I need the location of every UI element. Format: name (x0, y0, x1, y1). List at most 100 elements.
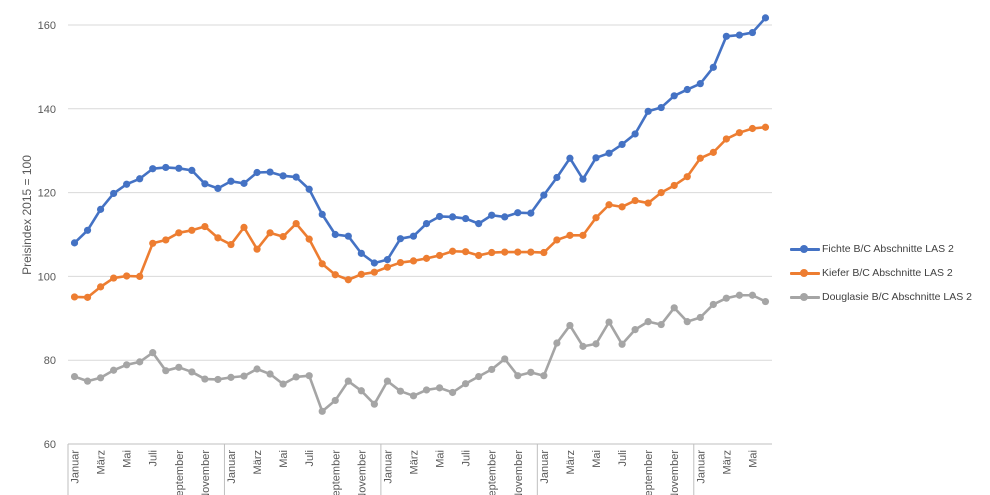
data-point (96, 283, 105, 291)
legend-item-douglasie: Douglasie B/C Abschnitte LAS 2 (790, 285, 972, 309)
series-line (73, 125, 767, 299)
data-point (201, 180, 209, 188)
data-point (696, 154, 704, 162)
data-point (201, 375, 209, 383)
data-point (592, 214, 600, 222)
data-point (149, 349, 157, 357)
data-point (136, 272, 144, 280)
data-point (605, 201, 613, 209)
data-point (162, 163, 170, 172)
data-point (644, 107, 652, 115)
data-point (266, 370, 274, 378)
data-point (618, 140, 626, 149)
series-3 (70, 291, 770, 415)
data-point (761, 123, 770, 131)
data-point (279, 232, 287, 241)
data-point (409, 257, 418, 265)
data-point (527, 248, 535, 256)
data-point (344, 276, 352, 284)
data-point (279, 172, 287, 180)
data-point (370, 268, 378, 276)
data-point (435, 384, 444, 392)
data-point (540, 372, 548, 380)
data-point (383, 256, 392, 264)
x-tick-label: Juli (304, 450, 316, 467)
data-point (435, 212, 444, 221)
data-point (566, 231, 574, 239)
data-point (501, 355, 509, 363)
data-point (605, 149, 613, 157)
x-tick-label: Januar (539, 450, 551, 484)
data-point (331, 271, 339, 279)
data-point (96, 374, 105, 382)
data-point (683, 173, 691, 181)
data-point (761, 297, 770, 306)
data-point (696, 80, 704, 88)
x-tick-label: Januar (226, 450, 238, 484)
data-point (279, 380, 287, 388)
data-point (579, 342, 587, 350)
data-point (123, 272, 131, 280)
data-point (266, 229, 274, 237)
x-tick-label: Mai (747, 450, 759, 468)
x-tick-label: Mai (122, 450, 134, 468)
data-point (475, 372, 483, 381)
series-1 (70, 14, 770, 267)
data-point (618, 340, 626, 348)
data-point (409, 232, 418, 240)
data-point (227, 373, 235, 381)
y-tick-label: 160 (38, 20, 56, 32)
data-point (383, 377, 392, 385)
data-point (644, 318, 652, 326)
data-point (566, 154, 574, 162)
data-point (83, 293, 92, 301)
data-point (670, 92, 678, 100)
data-point (253, 245, 261, 253)
legend-item-kiefer: Kiefer B/C Abschnitte LAS 2 (790, 261, 972, 285)
data-point (227, 240, 235, 249)
data-point (123, 361, 131, 369)
data-point (735, 31, 744, 39)
data-point (383, 263, 392, 271)
legend-label-kiefer: Kiefer B/C Abschnitte LAS 2 (822, 267, 953, 279)
data-point (188, 226, 196, 234)
x-tick-label: Juli (148, 450, 160, 467)
y-tick-label: 100 (38, 271, 56, 283)
data-point (514, 209, 522, 217)
data-point (305, 185, 313, 193)
data-point (696, 313, 704, 322)
legend-swatch-kiefer (790, 268, 820, 278)
data-point (735, 129, 744, 137)
x-tick-label: September (330, 450, 342, 495)
legend-item-fichte: Fichte B/C Abschnitte LAS 2 (790, 237, 972, 261)
data-point (70, 239, 79, 247)
data-point (579, 231, 587, 239)
x-tick-label: Mai (278, 450, 290, 468)
data-point (331, 396, 339, 405)
data-point (514, 248, 522, 256)
data-point (618, 203, 626, 211)
series-lines (70, 14, 770, 415)
data-point (631, 326, 639, 334)
data-point (318, 210, 326, 218)
x-tick-label: Juli (617, 450, 629, 467)
data-point (748, 291, 757, 299)
data-point (475, 220, 483, 228)
gridlines (68, 24, 772, 361)
data-point (488, 365, 496, 374)
data-point (501, 248, 509, 256)
data-point (201, 222, 209, 231)
data-point (357, 249, 365, 257)
data-point (123, 180, 131, 188)
x-tick-label: Januar (382, 450, 394, 484)
legend-label-fichte: Fichte B/C Abschnitte LAS 2 (822, 243, 954, 255)
data-point (488, 211, 496, 219)
data-point (722, 294, 730, 302)
series-2 (70, 123, 770, 301)
data-point (110, 274, 118, 282)
x-tick-label: März (408, 450, 420, 474)
data-point (175, 363, 183, 371)
data-point (318, 260, 326, 268)
data-point (448, 388, 457, 397)
data-point (83, 226, 92, 234)
